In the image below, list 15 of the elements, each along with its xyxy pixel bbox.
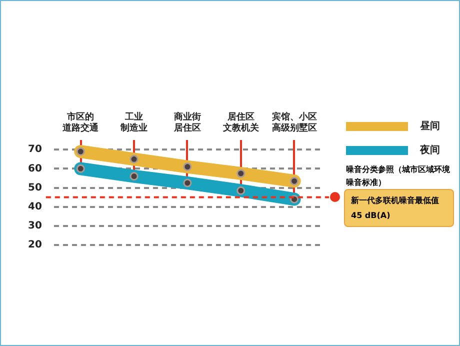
text: 噪音分类参照（城市区域环境噪音标准） <box>346 164 451 189</box>
x-tick-label: 市区的道路交通 <box>62 112 100 134</box>
x-tick-label: 商业街居住区 <box>172 112 201 134</box>
x-tick-label: 宾馆、小区高级别墅区 <box>270 112 317 134</box>
y-tick-label: 50 <box>28 182 42 194</box>
x-tick-label: 居住区文教机关 <box>222 112 260 134</box>
y-tick-label: 70 <box>28 144 42 156</box>
legend-label: 新一代多联机噪音最低值45 dB(A) <box>344 189 454 228</box>
text: 夜间 <box>420 143 440 157</box>
y-tick-label: 20 <box>28 240 42 251</box>
x-tick-label: 工业制造业 <box>120 112 148 134</box>
y-tick-label: 40 <box>28 201 42 212</box>
y-tick-label: 30 <box>28 220 42 232</box>
text: 昼间 <box>420 120 440 133</box>
y-tick-label: 60 <box>28 163 42 174</box>
